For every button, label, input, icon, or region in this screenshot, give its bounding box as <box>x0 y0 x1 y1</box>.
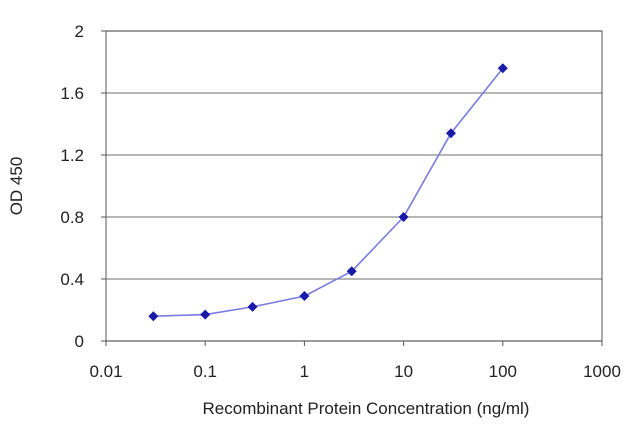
x-tick-label: 10 <box>394 362 413 381</box>
x-axis-label: Recombinant Protein Concentration (ng/ml… <box>203 399 530 418</box>
x-tick-label: 1 <box>300 362 309 381</box>
data-point <box>497 63 508 74</box>
series-line <box>153 67 504 317</box>
data-point <box>299 291 310 302</box>
x-tick-label: 0.1 <box>193 362 217 381</box>
y-tick-label: 0.4 <box>60 270 84 289</box>
y-tick-label: 0.8 <box>60 208 84 227</box>
x-tick-label: 100 <box>489 362 517 381</box>
grid-lines <box>106 30 602 342</box>
y-axis-label: OD 450 <box>7 157 26 216</box>
data-point <box>398 212 409 222</box>
axis-ticks: 0 0.4 0.8 1.2 1.6 2 0.01 0.1 1 10 100 1000 <box>60 22 621 381</box>
x-tick-label: 0.01 <box>89 362 122 381</box>
y-tick-label: 1.6 <box>60 84 84 103</box>
y-tick-label: 1.2 <box>60 146 84 165</box>
data-series <box>148 63 508 322</box>
data-point <box>247 301 258 312</box>
plot-area <box>105 30 603 342</box>
y-tick-label: 0 <box>75 332 84 351</box>
data-point <box>148 311 159 322</box>
data-point <box>445 128 456 139</box>
x-tick-label: 1000 <box>583 362 621 381</box>
data-point <box>200 309 211 320</box>
y-tick-label: 2 <box>75 22 84 41</box>
data-point <box>346 266 357 277</box>
